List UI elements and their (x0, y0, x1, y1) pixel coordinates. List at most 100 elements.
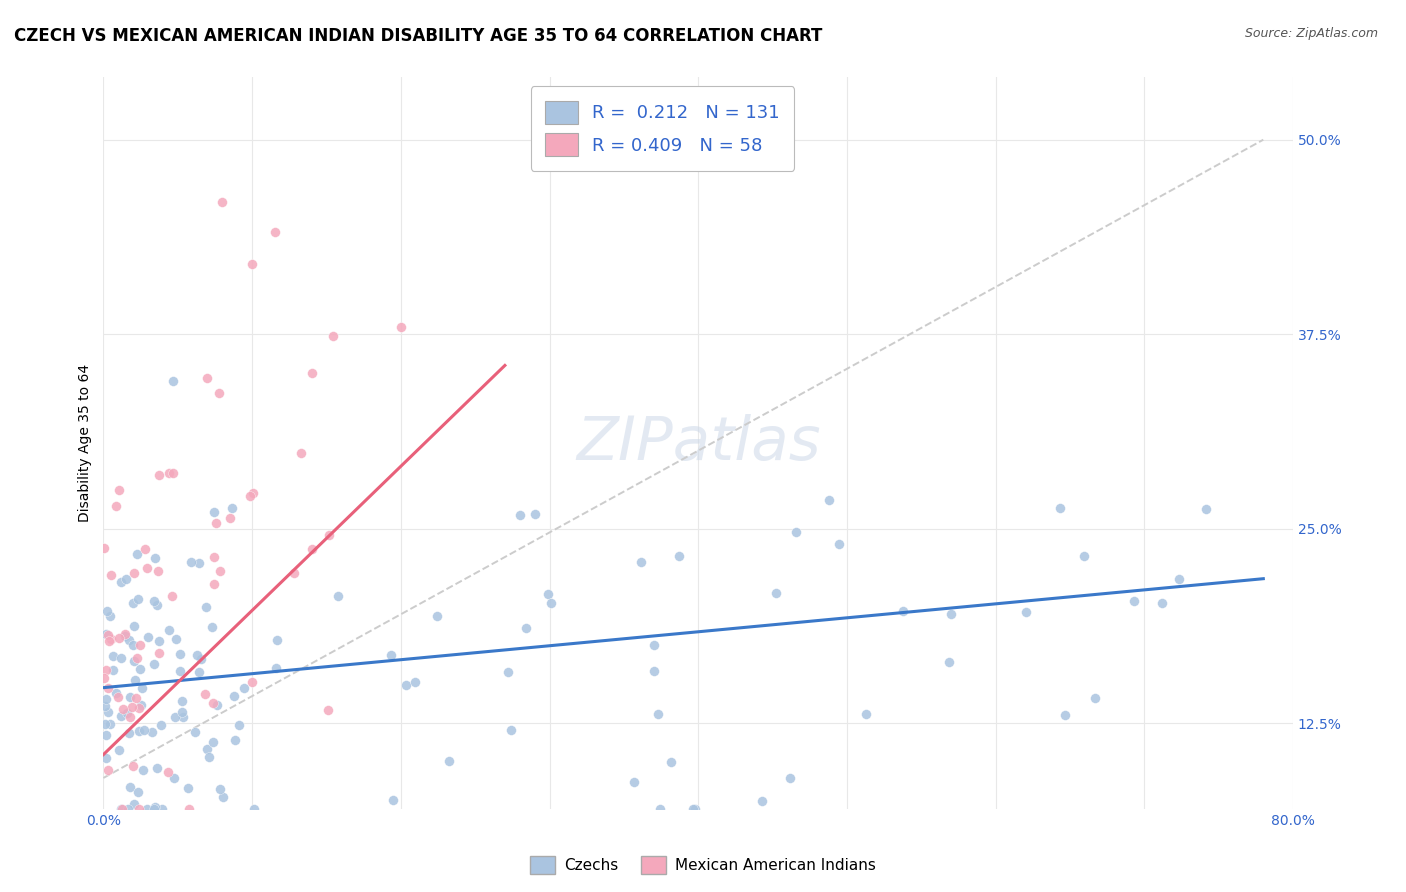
Point (108, 743, 131, 757)
Point (643, 665, 665, 679)
Point (136, 561, 159, 575)
Point (647, 706, 669, 721)
Point (243, 802, 266, 816)
Point (222, 690, 245, 704)
Point (142, 594, 165, 608)
Point (128, 701, 150, 715)
Point (122, 638, 145, 652)
Point (146, 564, 169, 578)
Point (127, 547, 149, 561)
Point (194, 687, 217, 701)
Point (650, 802, 672, 816)
Point (242, 486, 264, 500)
Point (94, 728, 117, 742)
Point (141, 725, 163, 739)
Point (115, 706, 138, 721)
Point (204, 504, 226, 518)
Point (150, 802, 173, 816)
Point (157, 765, 180, 780)
Point (316, 703, 339, 717)
Point (148, 646, 170, 660)
Point (290, 446, 312, 460)
Point (318, 528, 340, 542)
Point (143, 802, 166, 816)
Point (136, 630, 159, 644)
Point (785, 525, 807, 540)
Text: ZIPatlas: ZIPatlas (576, 414, 821, 473)
Point (129, 638, 152, 652)
Point (122, 619, 145, 633)
Point (301, 541, 323, 556)
Point (855, 706, 877, 721)
Point (537, 587, 560, 601)
Point (114, 629, 136, 643)
Point (239, 489, 262, 503)
Point (148, 633, 170, 648)
Point (266, 633, 288, 648)
Point (146, 598, 169, 612)
Point (149, 718, 172, 732)
Point (207, 386, 229, 401)
Text: CZECH VS MEXICAN AMERICAN INDIAN DISABILITY AGE 35 TO 64 CORRELATION CHART: CZECH VS MEXICAN AMERICAN INDIAN DISABIL… (14, 27, 823, 45)
Point (118, 780, 141, 794)
Point (751, 793, 773, 807)
Point (264, 661, 287, 675)
Point (105, 686, 128, 700)
Point (118, 710, 141, 724)
Point (1167, 572, 1189, 586)
Point (146, 761, 169, 775)
Point (209, 782, 232, 797)
Point (94, 699, 117, 714)
Point (224, 732, 246, 747)
Point (124, 566, 146, 581)
Point (100, 567, 122, 582)
Point (197, 750, 219, 764)
Point (172, 709, 194, 723)
Point (941, 607, 963, 622)
Point (169, 664, 191, 678)
Point (212, 789, 235, 804)
Point (190, 652, 212, 666)
Point (98, 609, 121, 624)
Point (121, 699, 143, 714)
Point (100, 632, 122, 647)
Legend: Czechs, Mexican American Indians: Czechs, Mexican American Indians (524, 850, 882, 880)
Point (148, 468, 170, 483)
Point (131, 681, 153, 695)
Point (195, 371, 218, 385)
Point (186, 648, 208, 663)
Point (498, 665, 520, 679)
Point (219, 511, 242, 525)
Point (180, 555, 202, 569)
Point (208, 564, 231, 578)
Point (121, 596, 143, 610)
Point (128, 802, 150, 816)
Point (389, 319, 412, 334)
Point (157, 466, 180, 480)
Point (132, 723, 155, 738)
Point (97, 628, 120, 642)
Point (129, 662, 152, 676)
Point (1122, 594, 1144, 608)
Point (165, 710, 187, 724)
Point (157, 623, 180, 637)
Point (891, 604, 914, 618)
Point (143, 551, 166, 566)
Point (115, 572, 138, 586)
Point (110, 575, 132, 590)
Point (118, 633, 141, 648)
Point (128, 723, 150, 738)
Point (233, 681, 256, 696)
Point (264, 225, 287, 239)
Point (129, 698, 152, 712)
Point (170, 694, 193, 708)
Point (143, 800, 166, 814)
Point (162, 466, 184, 480)
Point (437, 754, 460, 768)
Point (524, 507, 547, 521)
Point (540, 596, 562, 610)
Point (630, 555, 652, 569)
Point (1084, 691, 1107, 706)
Point (127, 784, 149, 798)
Point (134, 541, 156, 556)
